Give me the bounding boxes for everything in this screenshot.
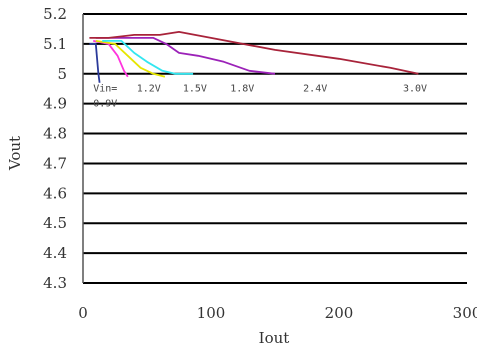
annotation-label: 2.4V — [303, 84, 327, 95]
y-tick-label: 4.9 — [43, 95, 67, 113]
x-tick-label: 0 — [78, 304, 88, 322]
annotation-layer: Vin= 0.9V 1.2V 1.5V 1.8V 2.4V 3.0V — [93, 84, 427, 110]
y-tick-label: 5 — [57, 65, 67, 83]
axis-layer: 4.3 4.4 4.5 4.6 4.7 4.8 4.9 5 5.1 5.2 0 100 200 300 — [43, 5, 477, 322]
series-line-4 — [95, 37, 276, 75]
annotation-label: 1.2V — [137, 84, 161, 95]
annotation-label: 0.9V — [93, 99, 117, 110]
y-axis-title: Vout — [6, 136, 24, 171]
y-tick-label: 5.2 — [43, 5, 67, 23]
series-line-2 — [95, 40, 166, 78]
x-tick-label: 100 — [197, 304, 226, 322]
annotation-label: Vin= — [93, 84, 117, 95]
annotation-label: 1.8V — [230, 84, 254, 95]
x-tick-label: 200 — [325, 304, 354, 322]
y-tick-label: 5.1 — [43, 35, 67, 53]
series-line-0 — [89, 43, 101, 83]
series-line-5 — [89, 31, 419, 75]
grid-layer — [83, 13, 467, 284]
series-line-3 — [102, 40, 194, 75]
y-tick-label: 4.4 — [43, 244, 67, 262]
y-tick-label: 4.3 — [43, 274, 67, 292]
x-tick-label: 300 — [453, 304, 477, 322]
annotation-label: 1.5V — [183, 84, 207, 95]
y-tick-label: 4.6 — [43, 184, 67, 202]
y-tick-label: 4.7 — [43, 154, 67, 172]
x-axis-title: Iout — [259, 329, 290, 347]
y-tick-label: 4.5 — [43, 214, 67, 232]
annotation-label: 3.0V — [403, 84, 427, 95]
y-tick-label: 4.8 — [43, 125, 67, 143]
series-layer — [89, 31, 419, 83]
